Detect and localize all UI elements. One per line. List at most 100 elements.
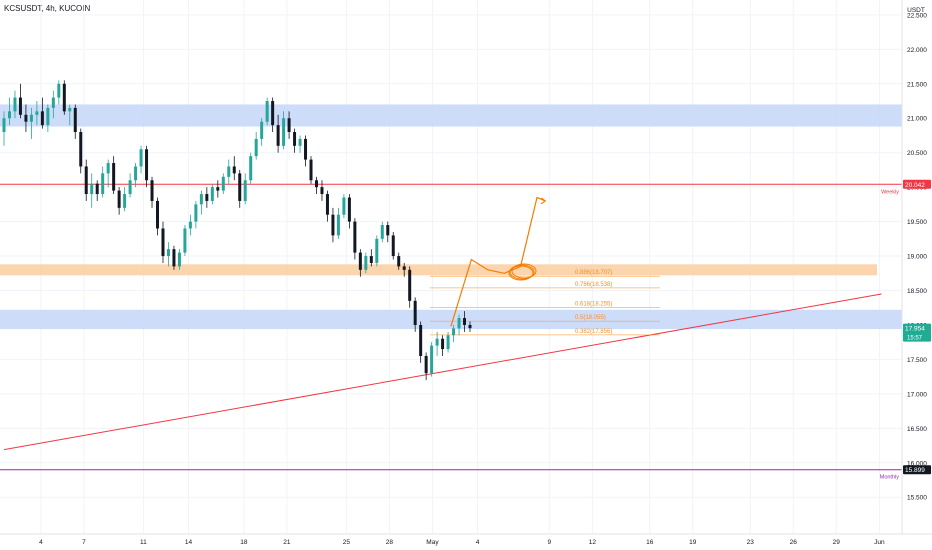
time-tick-label: 4	[476, 539, 480, 546]
candle-body	[18, 97, 22, 115]
candle-body	[276, 125, 280, 146]
candle-body	[199, 194, 203, 205]
candle-body	[446, 335, 450, 350]
candle-body	[452, 328, 456, 336]
monthly-price-tag-value: 15.899	[905, 467, 925, 474]
monthly-price-tag	[903, 465, 931, 475]
candle-body	[227, 166, 231, 177]
price-tick-label: 16.500	[907, 426, 927, 433]
fib-level-label: 0.618(18.255)	[575, 301, 612, 307]
candle-body	[468, 324, 472, 329]
price-axis[interactable]: USDT15.50016.00016.50017.00017.50018.000…	[901, 0, 932, 550]
candle-body	[166, 249, 170, 257]
time-tick-label: 29	[833, 539, 841, 546]
candle-body	[177, 252, 181, 267]
time-axis[interactable]: 4 7 11 14 18 21 25 28 May 4 9 12 16 19 23 26 29 Jun	[0, 533, 932, 550]
candle-body	[419, 324, 423, 356]
last-price-tag-value: 17.954	[905, 326, 925, 333]
time-tick-label: 16	[646, 539, 654, 546]
candle-body	[342, 197, 346, 215]
time-axis-bg	[0, 534, 932, 550]
candle-body	[424, 355, 428, 374]
fib-level-label: 0.886(18.707)	[575, 270, 612, 276]
candle-body	[183, 228, 187, 253]
projection-loop	[509, 264, 535, 280]
candle-body	[463, 318, 467, 325]
last-price-tag	[903, 323, 931, 342]
chart-symbol-title: KCSUSDT, 4h, KUCOIN	[4, 4, 91, 13]
candle-body	[364, 256, 368, 270]
candle-body	[408, 269, 412, 301]
candle-body	[435, 338, 439, 346]
price-tick-label: 22.500	[907, 12, 927, 19]
candle-body	[188, 221, 192, 229]
candle-body	[304, 138, 308, 160]
price-tick-label: 18.500	[907, 288, 927, 295]
time-tick-label: 9	[547, 539, 551, 546]
price-tick-label: 16.000	[907, 460, 927, 467]
candle-body	[441, 338, 445, 350]
candle-body	[380, 225, 384, 239]
price-tick-label: 17.500	[907, 357, 927, 364]
candle-body	[161, 228, 165, 257]
candle-body	[369, 256, 373, 263]
weekly-level-label: Weekly	[881, 189, 899, 195]
fib-level-label: 0.786(18.538)	[575, 282, 612, 288]
price-tick-label: 19.000	[907, 254, 927, 261]
candle-body	[123, 194, 127, 208]
projection-path	[450, 196, 546, 327]
candle-body	[73, 107, 77, 133]
candle-body	[57, 83, 61, 98]
time-tick-label: 25	[343, 539, 351, 546]
candles	[2, 80, 472, 381]
price-tick-label: 21.500	[907, 81, 927, 88]
fib-level-label: 0.5(18.055)	[575, 315, 606, 321]
projection-loop	[511, 263, 537, 279]
candle-body	[320, 187, 324, 195]
candle-body	[331, 214, 335, 236]
candle-body	[347, 197, 351, 222]
fib-level-label: 0.382(17.856)	[575, 329, 612, 335]
monthly-level-label: Monthly	[880, 475, 900, 481]
candle-body	[150, 180, 154, 201]
candle-body	[243, 180, 247, 201]
time-tick-label: 21	[283, 539, 291, 546]
candle-body	[402, 266, 406, 270]
candle-body	[375, 238, 379, 263]
time-tick-label: 11	[140, 539, 147, 546]
candle-body	[29, 114, 33, 122]
candle-body	[391, 235, 395, 257]
candle-body	[7, 111, 11, 119]
candle-body	[90, 183, 94, 195]
candle-body	[134, 166, 138, 181]
candle-body	[112, 163, 116, 191]
support-zone	[0, 264, 877, 276]
candle-body	[260, 121, 264, 139]
candle-body	[40, 111, 44, 126]
weekly-price-tag-value: 20.042	[905, 182, 925, 189]
demand-zone	[0, 309, 902, 330]
candle-body	[309, 159, 313, 181]
price-tick-label: 19.500	[907, 219, 927, 226]
candle-body	[205, 194, 209, 201]
projection-arrowhead	[540, 197, 547, 205]
time-tick-label: 12	[589, 539, 597, 546]
candle-body	[128, 180, 132, 195]
candle-body	[287, 118, 291, 133]
candle-body	[24, 114, 28, 122]
time-tick-label: 14	[185, 539, 193, 546]
ascending-trendline	[3, 293, 882, 451]
projection-drawing[interactable]	[450, 196, 547, 327]
candle-body	[397, 256, 401, 267]
candle-body	[254, 138, 258, 157]
candle-body	[358, 252, 362, 270]
candle-body	[79, 132, 83, 167]
candle-body	[221, 176, 225, 191]
candle-body	[145, 149, 149, 181]
time-tick-label: 4	[39, 539, 43, 546]
price-tick-label: 15.500	[907, 495, 927, 502]
fibonacci-retracement[interactable]: 0.886(18.707) 0.786(18.538) 0.618(18.255) 0…	[430, 270, 660, 336]
levels: Weekly Monthly	[0, 183, 902, 481]
candle-body	[314, 180, 318, 188]
